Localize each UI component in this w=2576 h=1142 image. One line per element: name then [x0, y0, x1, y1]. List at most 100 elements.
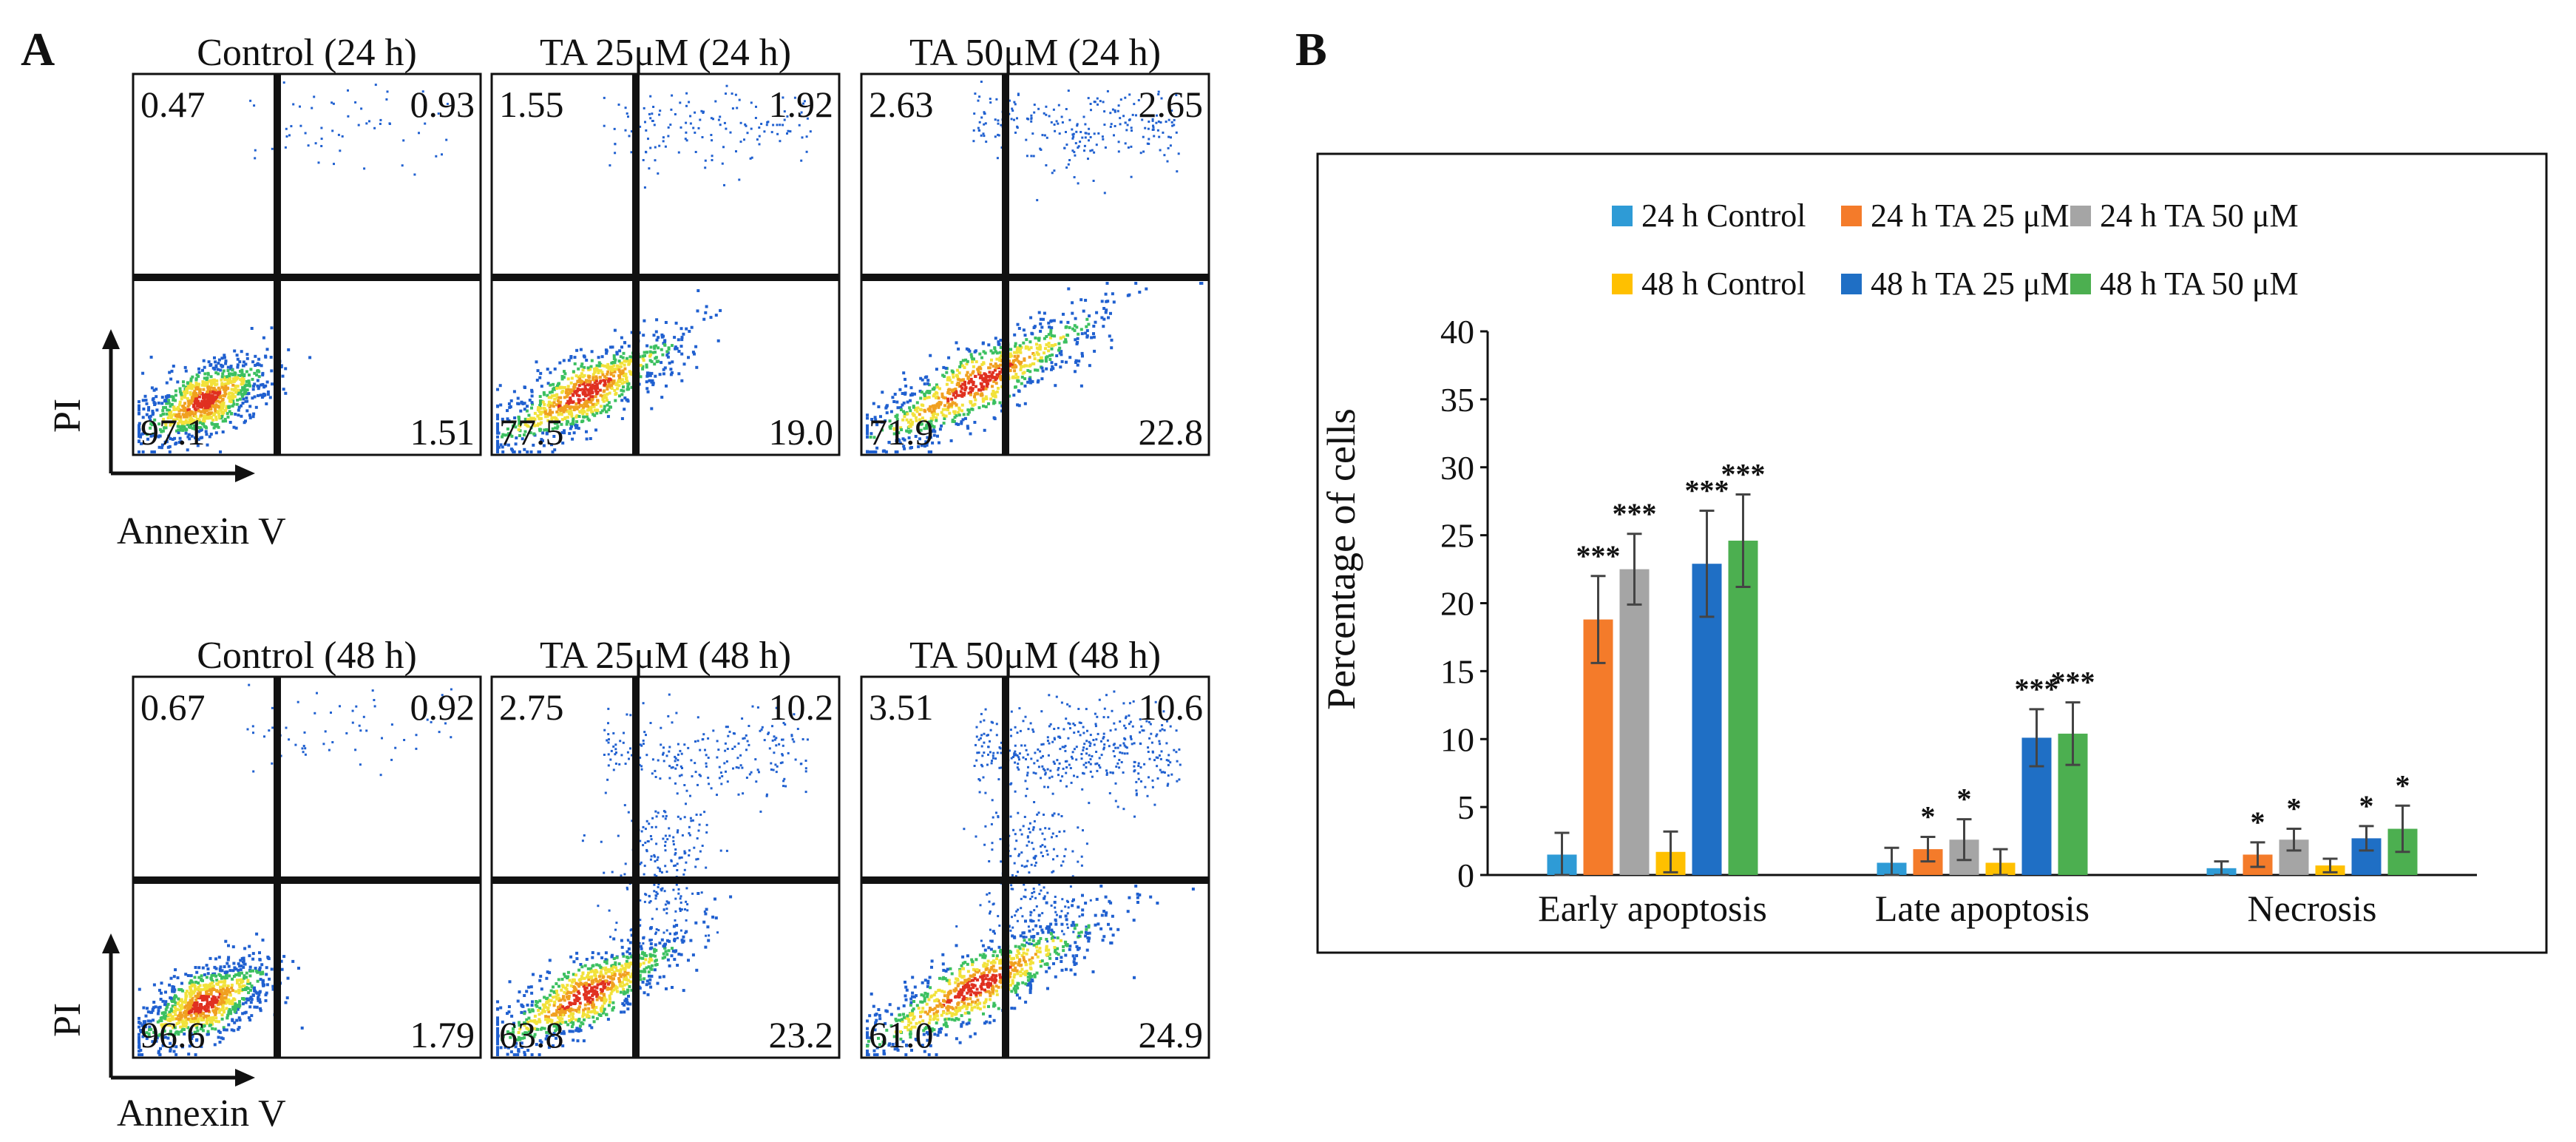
significance-marker: ***: [2015, 672, 2059, 706]
flow-plot-title: TA 50μM (48 h): [909, 635, 1161, 677]
legend-swatch: [2070, 274, 2091, 294]
flow-plot-title: TA 50μM (24 h): [909, 32, 1161, 74]
bar: [1619, 569, 1650, 875]
quadrant-value: 2.63: [869, 84, 934, 125]
flow-plot: Control (24 h) 0.47 0.93 97.1 1.51: [132, 32, 482, 456]
legend-item: 24 h TA 50 μM: [2070, 197, 2299, 234]
legend-label: 48 h Control: [1641, 266, 1806, 302]
axis-indicator-top: PI Annexin V: [47, 329, 286, 553]
error-bar: [1554, 831, 1570, 876]
chart-bars: ********************* * **: [1547, 458, 2418, 876]
quadrant-value: 3.51: [869, 686, 934, 728]
pi-axis-label-bottom: PI: [47, 1003, 89, 1037]
error-bar: [1590, 575, 1606, 664]
annexin-axis-label-bottom: Annexin V: [117, 1092, 286, 1135]
annexin-axis-label-top: Annexin V: [117, 510, 286, 553]
legend-item: 48 h TA 25 μM: [1841, 266, 2070, 302]
quadrant-value: 61.0: [869, 1014, 934, 1055]
error-bar: [2322, 857, 2338, 874]
flow-plot: TA 25μM (48 h) 2.75 10.2 63.8 23.2: [490, 635, 841, 1059]
legend-swatch: [1612, 206, 1633, 226]
chart-border: [1316, 152, 2548, 954]
axis-indicator-bottom: PI Annexin V: [47, 933, 286, 1135]
quadrant-value: 10.6: [1139, 686, 1204, 728]
quadrant-value: 96.6: [140, 1014, 206, 1055]
error-bar: [2395, 804, 2410, 854]
quadrant-value: 24.9: [1139, 1014, 1204, 1055]
flow-plot: TA 25μM (24 h) 1.55 1.92 77.5 19.0: [490, 32, 841, 456]
quadrant-value: 77.5: [499, 411, 564, 453]
y-tick-label: 10: [1440, 720, 1474, 758]
quadrant-value: 2.75: [499, 686, 564, 728]
quadrant-value: 1.55: [499, 84, 564, 125]
significance-marker: *: [2359, 789, 2374, 822]
error-bar: [1956, 818, 1972, 862]
y-tick-label: 25: [1440, 517, 1474, 555]
error-bar: [1920, 836, 1936, 863]
significance-marker: *: [1957, 783, 1972, 816]
error-bar: [2065, 701, 2081, 766]
error-bar: [1699, 510, 1715, 618]
flow-plot-title: Control (48 h): [197, 635, 417, 677]
significance-marker: ***: [1685, 474, 1729, 507]
quadrant-value: 1.92: [769, 84, 834, 125]
quadrant-value: 0.93: [410, 84, 475, 125]
chart-axes: 0 5 10 15 20 25 30 35 40 Early apoptosis Late apop…: [1440, 313, 2477, 929]
legend-item: 24 h Control: [1612, 197, 1806, 234]
error-bar: [1735, 493, 1751, 588]
legend-item: 48 h TA 50 μM: [2070, 266, 2299, 302]
panel-a-label: A: [21, 23, 55, 75]
flow-plot-frame: [490, 675, 841, 1059]
legend-label: 24 h TA 25 μM: [1871, 197, 2070, 234]
legend-label: 24 h TA 50 μM: [2100, 197, 2299, 234]
legend-item: 48 h Control: [1612, 266, 1806, 302]
panel-a-flow-plots: Control (24 h) 0.47 0.93 97.1 1.51 TA 25μM (2…: [132, 32, 1210, 1059]
flow-plot: TA 50μM (48 h) 3.51 10.6 61.0 24.9: [860, 635, 1210, 1059]
error-bar: [2029, 708, 2044, 768]
flow-plot-events: [866, 690, 1195, 1056]
y-tick-label: 20: [1440, 585, 1474, 623]
flow-plot: Control (48 h) 0.67 0.92 96.6 1.79: [132, 635, 482, 1059]
error-bar: [1627, 533, 1642, 606]
panel-b-label: B: [1295, 23, 1327, 75]
error-bar: [2359, 825, 2374, 852]
error-bar: [1993, 848, 2008, 876]
significance-marker: ***: [2051, 666, 2095, 699]
quadrant-value: 23.2: [769, 1014, 834, 1055]
y-tick-label: 5: [1457, 788, 1474, 826]
error-bar: [2250, 841, 2265, 868]
quadrant-value: 1.51: [410, 411, 475, 453]
flow-plot-title: TA 25μM (24 h): [540, 32, 791, 74]
y-axis-label: Percentage of cells: [1319, 408, 1363, 710]
x-tick-label: Late apoptosis: [1875, 888, 2089, 929]
quadrant-value: 10.2: [769, 686, 834, 728]
quadrant-value: 1.79: [410, 1014, 475, 1055]
legend-item: 24 h TA 25 μM: [1841, 197, 2070, 234]
flow-plot-frame: [860, 72, 1210, 456]
flow-plot-events: [138, 81, 449, 453]
legend-label: 24 h Control: [1641, 197, 1806, 234]
flow-plot-events: [496, 84, 812, 453]
y-tick-label: 15: [1440, 652, 1474, 690]
significance-marker: *: [2396, 768, 2410, 802]
legend-swatch: [1612, 274, 1633, 294]
legend-swatch: [1841, 274, 1862, 294]
legend-swatch: [2070, 206, 2091, 226]
pi-axis-label-top: PI: [47, 399, 89, 433]
quadrant-value: 0.47: [140, 84, 206, 125]
significance-marker: *: [2251, 805, 2265, 839]
significance-marker: *: [1921, 800, 1936, 834]
quadrant-value: 22.8: [1139, 411, 1204, 453]
error-bar: [2286, 828, 2302, 852]
legend-label: 48 h TA 25 μM: [1871, 266, 2070, 302]
flow-plot: TA 50μM (24 h) 2.63 2.65 71.9 22.8: [860, 32, 1210, 456]
x-tick-label: Early apoptosis: [1538, 888, 1767, 929]
legend-label: 48 h TA 50 μM: [2100, 266, 2299, 302]
flow-plot-events: [138, 683, 453, 1056]
error-bar: [1884, 846, 1899, 876]
quadrant-value: 63.8: [499, 1014, 564, 1055]
quadrant-value: 0.67: [140, 686, 206, 728]
bar: [1728, 540, 1758, 875]
flow-plot-events: [866, 81, 1204, 453]
